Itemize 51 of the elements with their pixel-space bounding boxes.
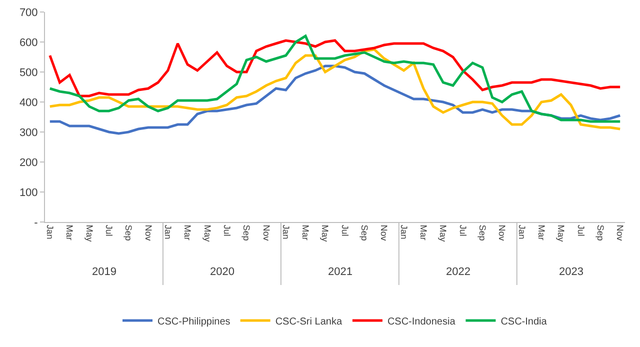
- x-tick-label: May: [84, 224, 94, 242]
- x-tick-label: Mar: [300, 224, 311, 240]
- y-tick-label: 200: [19, 156, 38, 169]
- y-tick-label: 500: [19, 66, 38, 79]
- line-series: [48, 48, 622, 130]
- x-tick-label: Jan: [398, 224, 409, 240]
- legend-label: CSC-Philippines: [158, 316, 230, 328]
- x-tick-label: May: [202, 224, 212, 242]
- text: 2020: [210, 266, 234, 278]
- line-series: [48, 64, 622, 135]
- x-tick-label: Jan: [280, 224, 291, 240]
- x-tick-label: Jan: [162, 224, 173, 240]
- x-tick-label: Jan: [44, 224, 55, 240]
- x-tick-label: Sep: [360, 224, 370, 241]
- y-tick-label: -: [34, 216, 38, 229]
- x-tick-label: Jul: [458, 224, 468, 236]
- legend-label: CSC-Sri Lanka: [275, 316, 342, 328]
- x-tick-label: Nov: [615, 224, 626, 242]
- x-tick-label: Jul: [576, 224, 586, 236]
- y-tick-label: 600: [19, 36, 38, 49]
- text: 2022: [446, 266, 470, 278]
- y-tick-label: 700: [19, 6, 38, 19]
- text: 2021: [328, 266, 352, 278]
- y-tick-label: 100: [19, 186, 38, 199]
- x-tick-label: Sep: [124, 224, 134, 241]
- text: 2023: [559, 266, 584, 278]
- y-tick-label: 300: [19, 126, 38, 139]
- x-tick-label: Jul: [222, 224, 232, 236]
- x-tick-label: Sep: [242, 224, 252, 241]
- x-tick-label: Jul: [340, 224, 350, 236]
- x-tick-label: Nov: [143, 224, 154, 242]
- line-series: [48, 34, 622, 123]
- x-tick-label: Sep: [478, 224, 488, 241]
- x-tick-label: Mar: [64, 224, 75, 240]
- x-tick-label: May: [438, 224, 448, 242]
- x-tick-label: May: [556, 224, 566, 242]
- x-tick-label: Sep: [595, 224, 606, 241]
- x-tick-label: Mar: [418, 224, 429, 240]
- x-tick-label: Mar: [536, 224, 547, 240]
- x-tick-label: Jul: [104, 224, 114, 236]
- x-tick-label: Mar: [182, 224, 193, 240]
- text: 2019: [92, 266, 116, 278]
- legend-label: CSC-India: [500, 316, 548, 328]
- x-tick-label: Nov: [379, 224, 390, 242]
- x-tick-label: Nov: [261, 224, 272, 242]
- x-tick-label: May: [320, 224, 330, 242]
- x-tick-label: Jan: [516, 224, 527, 240]
- legend-label: CSC-Indonesia: [387, 316, 456, 328]
- y-tick-label: 400: [19, 96, 38, 109]
- x-tick-label: Nov: [497, 224, 508, 242]
- line-series: [48, 39, 622, 98]
